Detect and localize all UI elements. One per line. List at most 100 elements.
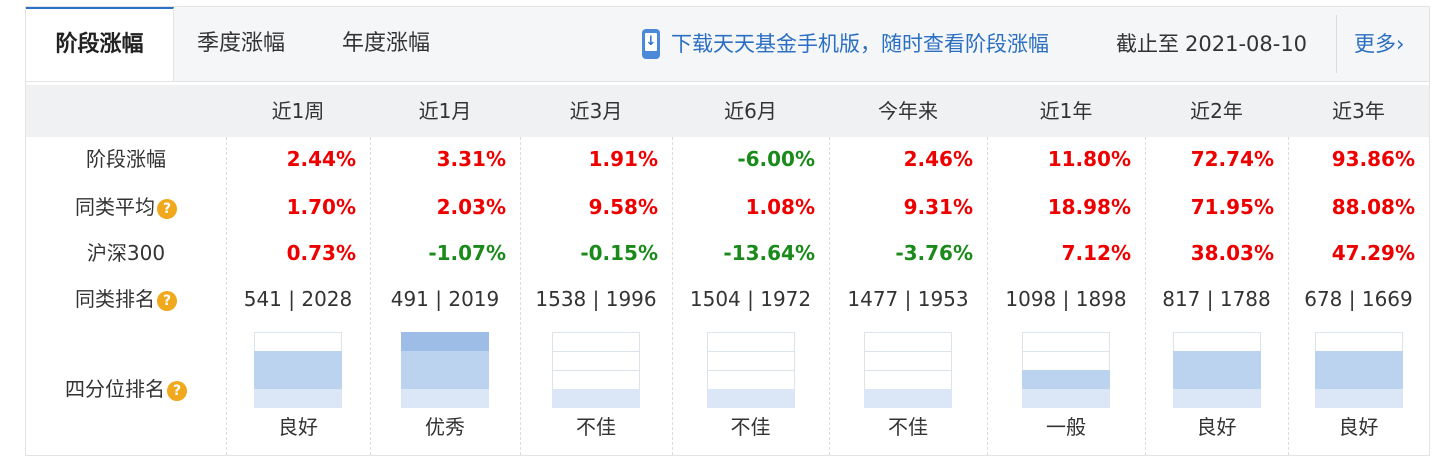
quartile-band [864, 351, 952, 370]
column-divider [987, 137, 988, 455]
column-divider [1145, 137, 1146, 455]
row-label-rank: 同类排名? [26, 279, 226, 319]
quartile-band [1172, 351, 1261, 370]
column-header: 近2年 [1190, 99, 1243, 123]
quartile-label: 良好 [1196, 415, 1237, 439]
hs300-value: -0.15% [580, 241, 658, 265]
change-value: 72.74% [1190, 147, 1274, 171]
quartile-band [864, 389, 952, 408]
category-avg-value: 1.08% [745, 195, 815, 219]
category-avg-value: 2.03% [436, 195, 506, 219]
hs300-value: 47.29% [1331, 241, 1415, 265]
quartile-band [1172, 370, 1261, 389]
hs300-value: -3.76% [895, 241, 973, 265]
column-divider [672, 137, 673, 455]
change-value: 11.80% [1047, 147, 1131, 171]
column-divider [520, 137, 521, 455]
quartile-band [706, 332, 795, 351]
more-label: 更多 [1354, 32, 1396, 56]
row-label-hs300: 沪深300 [86, 241, 166, 265]
column-header: 近3年 [1332, 99, 1385, 123]
quartile-band [706, 351, 795, 370]
change-value: 2.46% [903, 147, 973, 171]
quartile-band [864, 370, 952, 389]
quartile-band [401, 389, 489, 408]
tab-year-change[interactable]: 年度涨幅 [341, 31, 430, 56]
tab-stage-change[interactable]: 阶段涨幅 [26, 7, 174, 81]
row-label-text: 四分位排名 [65, 377, 165, 401]
quartile-band [254, 351, 342, 370]
quartile-bar [254, 332, 342, 408]
stage-performance-panel: 阶段涨幅 季度涨幅 年度涨幅 ↓ 下载天天基金手机版，随时查看阶段涨幅 截止至 2… [25, 6, 1430, 456]
chevron-right-icon: › [1396, 32, 1405, 56]
quartile-band [401, 332, 489, 351]
column-header: 近1周 [271, 99, 325, 123]
quartile-band [1314, 351, 1403, 370]
hs300-value: -13.64% [723, 241, 815, 265]
rank-value: 678 | 1669 [1304, 287, 1413, 311]
quartile-label: 良好 [1338, 415, 1379, 439]
column-header: 近6月 [724, 99, 777, 123]
quartile-band [552, 389, 640, 408]
hs300-value: -1.07% [428, 241, 506, 265]
category-avg-value: 18.98% [1047, 195, 1131, 219]
category-avg-value: 88.08% [1331, 195, 1415, 219]
phone-download-icon[interactable]: ↓ [642, 29, 660, 59]
tab-bar: 阶段涨幅 季度涨幅 年度涨幅 ↓ 下载天天基金手机版，随时查看阶段涨幅 截止至 2… [26, 7, 1429, 82]
quartile-bar [1022, 332, 1110, 408]
category-avg-value: 9.31% [903, 195, 973, 219]
quartile-band [401, 370, 489, 389]
quartile-band [706, 389, 795, 408]
column-header: 今年来 [878, 99, 938, 123]
quartile-band [552, 370, 640, 389]
quartile-bar [706, 332, 795, 408]
change-value: 3.31% [436, 147, 506, 171]
quartile-bar [864, 332, 952, 408]
quartile-band [1314, 332, 1403, 351]
deadline-label: 截止至 [1116, 32, 1179, 56]
column-header-row: 近1周 近1月 近3月 近6月 今年来 近1年 近2年 近3年 [26, 85, 1429, 137]
help-icon[interactable]: ? [157, 199, 177, 219]
quartile-band [254, 389, 342, 408]
rank-value: 1504 | 1972 [689, 287, 812, 311]
help-icon[interactable]: ? [167, 381, 187, 401]
rank-value: 1477 | 1953 [847, 287, 969, 311]
quartile-band [254, 332, 342, 351]
quartile-band [1314, 370, 1403, 389]
rank-value: 541 | 2028 [243, 287, 353, 311]
category-avg-value: 1.70% [286, 195, 356, 219]
column-header: 近3月 [569, 99, 623, 123]
quartile-label: 一般 [1046, 415, 1086, 439]
change-value: 2.44% [286, 147, 356, 171]
quartile-band [401, 351, 489, 370]
quartile-label: 优秀 [425, 415, 465, 439]
quartile-band [706, 370, 795, 389]
divider [1336, 15, 1337, 73]
hs300-value: 0.73% [286, 241, 356, 265]
rank-value: 1538 | 1996 [535, 287, 657, 311]
row-label-text: 同类排名 [75, 287, 155, 311]
quartile-band [1022, 389, 1110, 408]
quartile-bar [552, 332, 640, 408]
quartile-bar [1172, 332, 1261, 408]
quartile-band [1022, 351, 1110, 370]
rank-value: 1098 | 1898 [1005, 287, 1127, 311]
rank-value: 491 | 2019 [390, 287, 500, 311]
quartile-bar [401, 332, 489, 408]
column-divider [226, 137, 227, 455]
quartile-band [254, 370, 342, 389]
quartile-bar [1314, 332, 1403, 408]
app-download-link[interactable]: 下载天天基金手机版，随时查看阶段涨幅 [671, 32, 1049, 56]
column-divider [1288, 137, 1289, 455]
column-header: 近1月 [418, 99, 472, 123]
row-label-quartile: 四分位排名? [26, 369, 226, 409]
row-label-category-avg: 同类平均? [26, 187, 226, 227]
help-icon[interactable]: ? [157, 291, 177, 311]
column-divider [829, 137, 830, 455]
quartile-label: 不佳 [730, 415, 771, 439]
tab-quarter-change[interactable]: 季度涨幅 [196, 31, 285, 56]
rank-value: 817 | 1788 [1162, 287, 1271, 311]
more-link[interactable]: 更多› [1354, 7, 1404, 81]
hs300-value: 7.12% [1061, 241, 1131, 265]
category-avg-value: 9.58% [588, 195, 658, 219]
